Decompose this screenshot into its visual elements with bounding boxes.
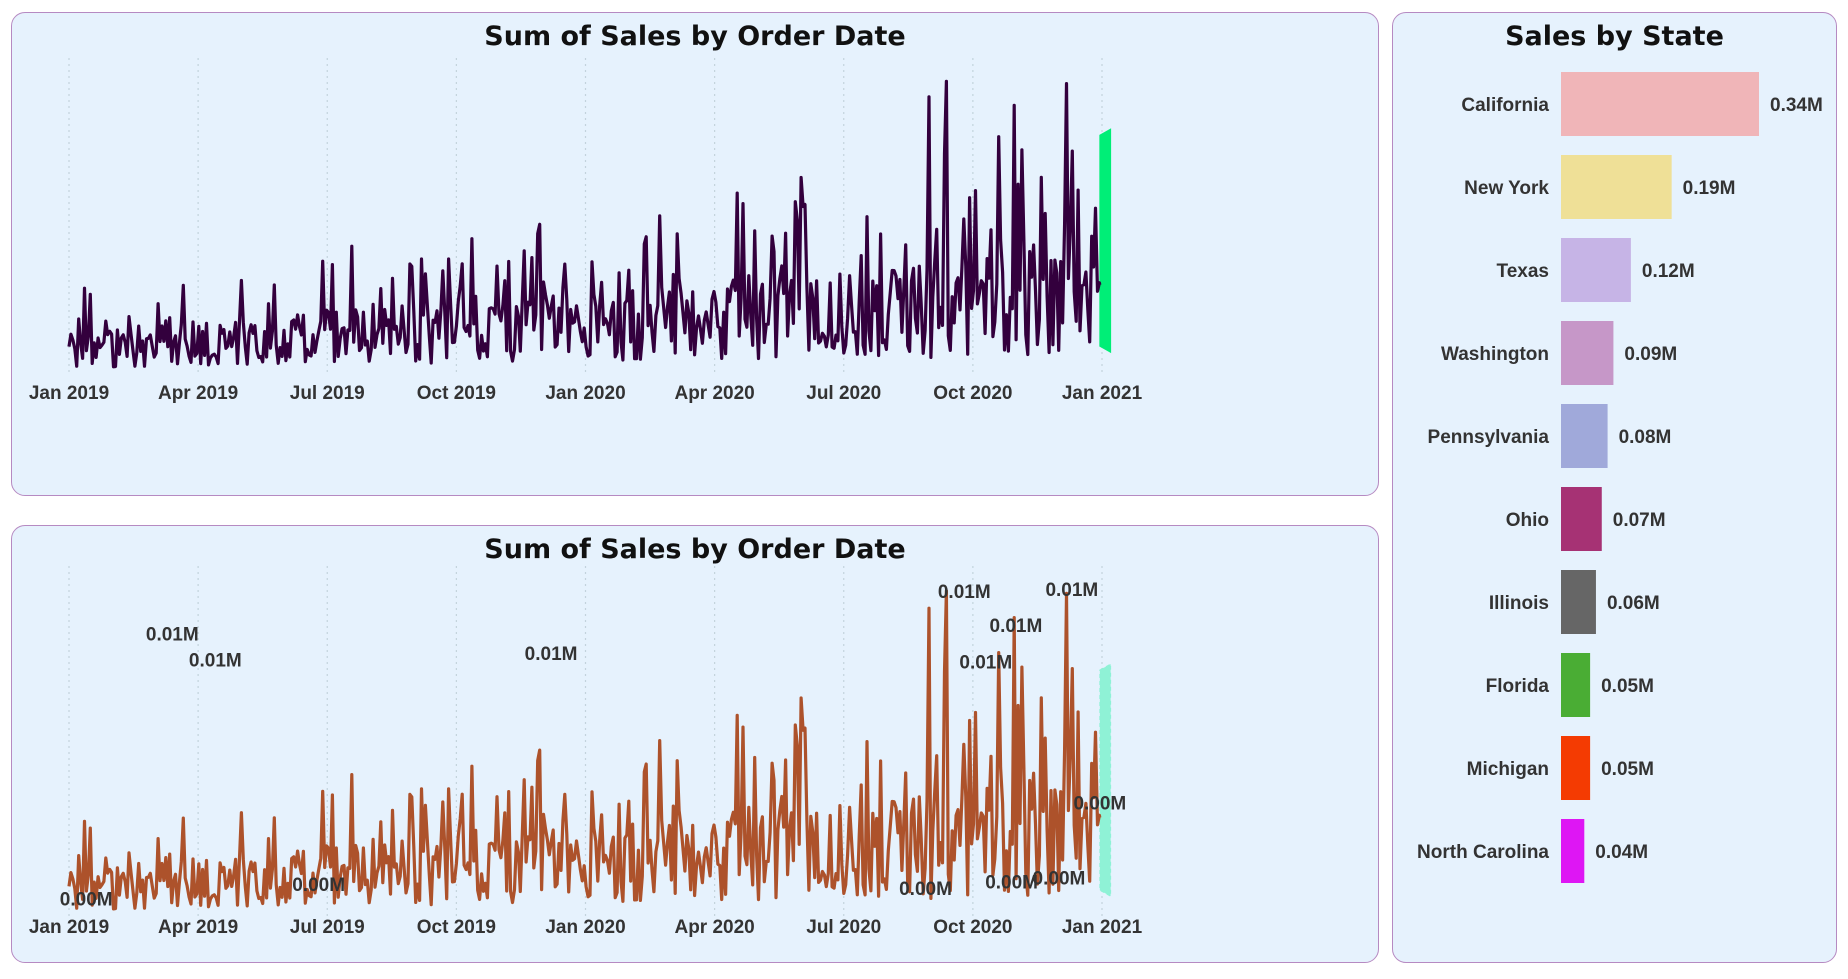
bar <box>1561 570 1596 634</box>
data-label: 0.00M <box>1073 794 1126 815</box>
bar <box>1561 155 1672 219</box>
value-label: 0.07M <box>1613 510 1666 531</box>
forecast-band <box>1099 128 1112 354</box>
x-tick-label: Apr 2019 <box>158 383 238 404</box>
data-label: 0.01M <box>146 625 199 646</box>
category-label: Washington <box>1441 344 1549 365</box>
data-label: 0.01M <box>938 582 991 603</box>
bar-chart-panel: Sales by State California 0.34M New York 0.… <box>1392 12 1837 963</box>
category-label: California <box>1461 95 1549 116</box>
category-label: Florida <box>1486 676 1550 697</box>
chart-title: Sum of Sales by Order Date <box>484 21 906 52</box>
data-label: 0.01M <box>959 652 1012 673</box>
value-label: 0.05M <box>1601 759 1654 780</box>
category-label: Illinois <box>1489 593 1549 614</box>
data-label: 0.01M <box>525 644 578 665</box>
chart-title: Sum of Sales by Order Date <box>484 534 906 565</box>
x-tick-label: Oct 2019 <box>417 917 496 938</box>
data-label: 0.00M <box>899 879 952 900</box>
x-tick-label: Jan 2021 <box>1062 917 1143 938</box>
category-label: Ohio <box>1506 510 1549 531</box>
bar-chart-sales-by-state: California 0.34M New York 0.19M Texas 0.12M Wa… <box>1417 72 1823 883</box>
data-label: 0.00M <box>60 890 113 911</box>
chart-title: Sales by State <box>1505 21 1724 52</box>
x-tick-label: Jan 2019 <box>29 917 109 938</box>
x-tick-label: Jul 2019 <box>290 917 365 938</box>
x-tick-label: Jan 2019 <box>29 383 109 404</box>
data-label: 0.01M <box>1045 580 1098 601</box>
bar <box>1561 653 1591 717</box>
line-chart-panel-top: Sum of Sales by Order Date Jan 2019 Apr 2… <box>11 12 1379 496</box>
value-label: 0.06M <box>1607 593 1660 614</box>
value-label: 0.19M <box>1683 178 1736 199</box>
bar <box>1561 819 1585 883</box>
data-label: 0.00M <box>1033 868 1086 889</box>
x-tick-label: Jul 2020 <box>806 917 881 938</box>
bar <box>1561 736 1591 800</box>
bar <box>1561 487 1602 551</box>
x-tick-label: Jan 2020 <box>545 383 625 404</box>
bar <box>1561 238 1631 302</box>
x-tick-label: Oct 2020 <box>933 917 1012 938</box>
bar <box>1561 321 1614 385</box>
data-label: 0.00M <box>985 873 1038 894</box>
line-chart-top: Jan 2019 Apr 2019 Jul 2019 Oct 2019 Jan 2020… <box>29 58 1143 404</box>
data-label: 0.00M <box>292 875 345 896</box>
value-label: 0.09M <box>1624 344 1677 365</box>
category-label: North Carolina <box>1417 842 1549 863</box>
forecast-band <box>1099 663 1112 898</box>
x-tick-label: Jan 2021 <box>1062 383 1143 404</box>
category-label: Michigan <box>1467 759 1549 780</box>
category-label: New York <box>1464 178 1549 199</box>
value-label: 0.34M <box>1770 95 1823 116</box>
sales-line <box>67 79 1102 369</box>
x-tick-label: Oct 2019 <box>417 383 496 404</box>
x-tick-label: Apr 2020 <box>674 917 754 938</box>
category-label: Pennsylvania <box>1428 427 1550 448</box>
x-tick-label: Jan 2020 <box>545 917 625 938</box>
bar <box>1561 404 1608 468</box>
category-label: Texas <box>1497 261 1549 282</box>
line-chart-bottom: Jan 2019 Apr 2019 Jul 2019 Oct 2019 Jan 2020… <box>29 566 1143 938</box>
value-label: 0.05M <box>1601 676 1654 697</box>
value-label: 0.08M <box>1619 427 1672 448</box>
data-label: 0.01M <box>990 616 1043 637</box>
x-tick-label: Apr 2020 <box>674 383 754 404</box>
x-tick-label: Oct 2020 <box>933 383 1012 404</box>
x-tick-label: Apr 2019 <box>158 917 238 938</box>
bar <box>1561 72 1759 136</box>
x-tick-label: Jul 2019 <box>290 383 365 404</box>
value-label: 0.12M <box>1642 261 1695 282</box>
data-label: 0.01M <box>189 650 242 671</box>
value-label: 0.04M <box>1595 842 1648 863</box>
sales-line <box>67 589 1102 911</box>
x-tick-label: Jul 2020 <box>806 383 881 404</box>
line-chart-panel-bottom: Sum of Sales by Order Date Jan 2019 Apr 2… <box>11 525 1379 963</box>
